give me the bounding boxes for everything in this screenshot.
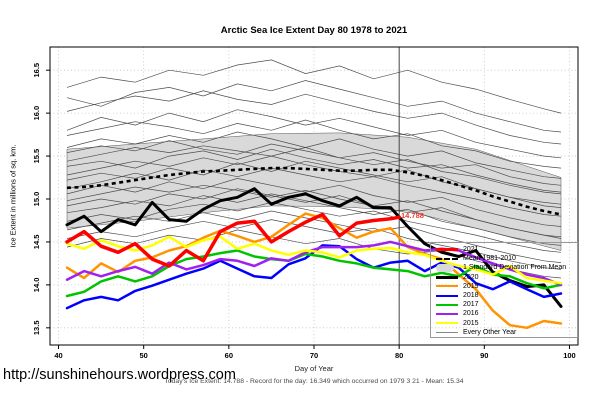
series-line-2020 [65, 187, 563, 308]
legend-item-2016: 2016 [436, 309, 577, 318]
legend-swatch [436, 285, 458, 288]
x-tick-label: 40 [54, 351, 62, 360]
x-tick-label: 50 [140, 351, 148, 360]
other-year-line [66, 119, 562, 169]
legend-swatch [436, 322, 458, 325]
other-year-line [66, 140, 562, 186]
legend-swatch [436, 303, 458, 306]
y-tick-label: 13.5 [32, 320, 41, 335]
legend-label: 2020 [463, 273, 479, 281]
legend-item-1-standard-deviation-from-mean: 1 Standard Deviation From Mean [436, 263, 577, 272]
series-line-2015 [65, 235, 563, 285]
legend-item-every-other-year: Every Other Year [436, 328, 577, 337]
legend-item-2017: 2017 [436, 300, 577, 309]
other-year-line [66, 178, 562, 227]
legend-item-2018: 2018 [436, 291, 577, 300]
legend-label: 2019 [463, 282, 479, 290]
other-year-line [66, 109, 562, 159]
y-tick-label: 15.0 [32, 192, 41, 207]
legend-swatch [436, 294, 458, 297]
other-year-line [66, 145, 562, 195]
y-tick-label: 14.5 [32, 235, 41, 250]
legend-swatch [436, 331, 458, 333]
x-tick-label: 100 [563, 351, 576, 360]
legend-label: 2017 [463, 301, 479, 309]
x-tick-label: 90 [480, 351, 488, 360]
legend-item-2021: 2021 [436, 245, 577, 254]
ice-extent-stats: Today's Ice Extent: 14.788 - Record for … [164, 378, 464, 385]
legend-label: Mean 1981-2010 [463, 255, 516, 263]
std-deviation-band [66, 132, 562, 251]
y-tick-label: 14.0 [32, 278, 41, 293]
y-tick-label: 16.5 [32, 63, 41, 78]
other-year-line [66, 80, 562, 133]
y-axis-label: Ice Extent in millions of sq. km. [8, 144, 18, 248]
ice-extent-annotation: 14.788 [401, 211, 424, 220]
other-year-line [66, 131, 562, 179]
plot-border [49, 46, 579, 346]
legend-label: 1 Standard Deviation From Mean [463, 264, 567, 272]
other-year-line [66, 219, 562, 270]
other-year-line [66, 148, 562, 193]
other-year-line [66, 188, 562, 239]
other-year-line [66, 229, 562, 279]
legend-label: 2015 [463, 319, 479, 327]
legend-swatch [436, 257, 458, 260]
series-line-2021 [65, 212, 401, 268]
series-line-2016 [65, 240, 563, 287]
legend-label: 2016 [463, 310, 479, 318]
y-tick-label: 16.0 [32, 106, 41, 121]
legend-item-2019: 2019 [436, 282, 577, 291]
mean-line [66, 166, 562, 216]
legend-swatch [436, 248, 458, 252]
x-tick-label: 60 [225, 351, 233, 360]
other-year-line [66, 90, 562, 145]
chart-legend: 2021 Mean 1981-2010 1 Standard Deviation F… [430, 242, 578, 338]
other-year-line [66, 160, 562, 208]
legend-item-2015: 2015 [436, 319, 577, 328]
legend-label: 2021 [463, 246, 479, 254]
other-year-line [66, 210, 562, 263]
legend-label: Every Other Year [463, 328, 517, 336]
other-year-line [66, 59, 562, 114]
x-axis-label: Day of Year [294, 364, 334, 373]
x-tick-label: 70 [310, 351, 318, 360]
y-tick-label: 15.5 [32, 149, 41, 164]
legend-swatch [436, 312, 458, 315]
legend-item-mean-1981-2010: Mean 1981-2010 [436, 254, 577, 263]
x-tick-label: 80 [395, 351, 403, 360]
site-url: http://sunshinehours.wordpress.com [3, 367, 236, 383]
legend-label: 2018 [463, 292, 479, 300]
legend-item-2020: 2020 [436, 273, 577, 282]
legend-swatch [436, 275, 458, 279]
series-line-2017 [65, 249, 563, 298]
chart-title: Arctic Sea Ice Extent Day 80 1978 to 202… [220, 25, 408, 36]
legend-swatch [436, 263, 454, 272]
